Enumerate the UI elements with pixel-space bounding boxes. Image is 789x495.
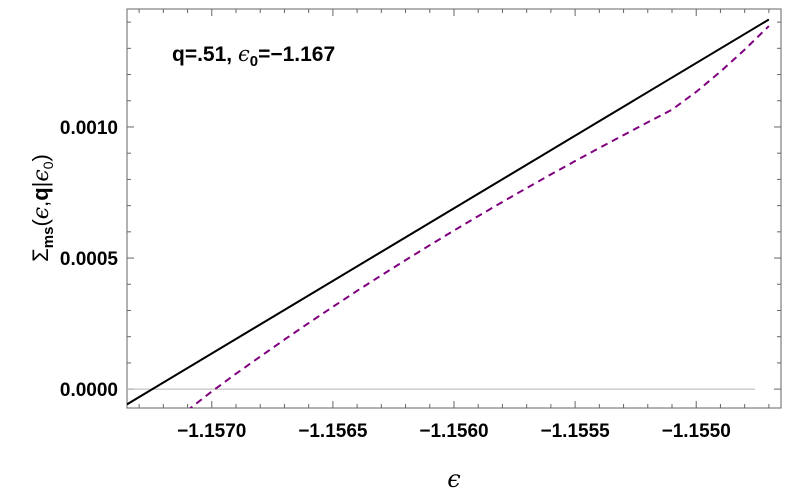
y-tick-label: 0.0000 (60, 380, 118, 401)
x-tick-label: −1.1550 (662, 421, 731, 442)
x-tick-label: −1.1565 (298, 421, 368, 442)
x-tick-label: −1.1560 (419, 421, 488, 442)
y-axis-label: Σms(ϵ,q|ϵ0) Σms(ϵ,q|ϵ₀) (28, 154, 57, 262)
series-dashed-line (188, 25, 770, 408)
y-tick-label: 0.0010 (60, 118, 118, 139)
x-tick-label: −1.1570 (177, 421, 246, 442)
series-solid-line (127, 18, 770, 406)
tick-labels: −1.1570 −1.1565 −1.1560 −1.1555 −1.1550 0.000… (60, 118, 731, 442)
axis-ticks (127, 9, 781, 408)
annotation: q=.51, ϵ0=−1.167 q=.51, ϵ₀=−1.167 (172, 42, 335, 70)
svg-text:q=.51, ϵ0=−1.167: q=.51, ϵ0=−1.167 (172, 42, 335, 70)
series-layer (127, 18, 770, 408)
x-axis-label: ϵ (447, 465, 460, 493)
x-tick-label: −1.1555 (541, 421, 611, 442)
svg-text:Σms(ϵ,q|ϵ0): Σms(ϵ,q|ϵ0) (28, 154, 57, 262)
y-tick-label: 0.0005 (60, 249, 119, 270)
